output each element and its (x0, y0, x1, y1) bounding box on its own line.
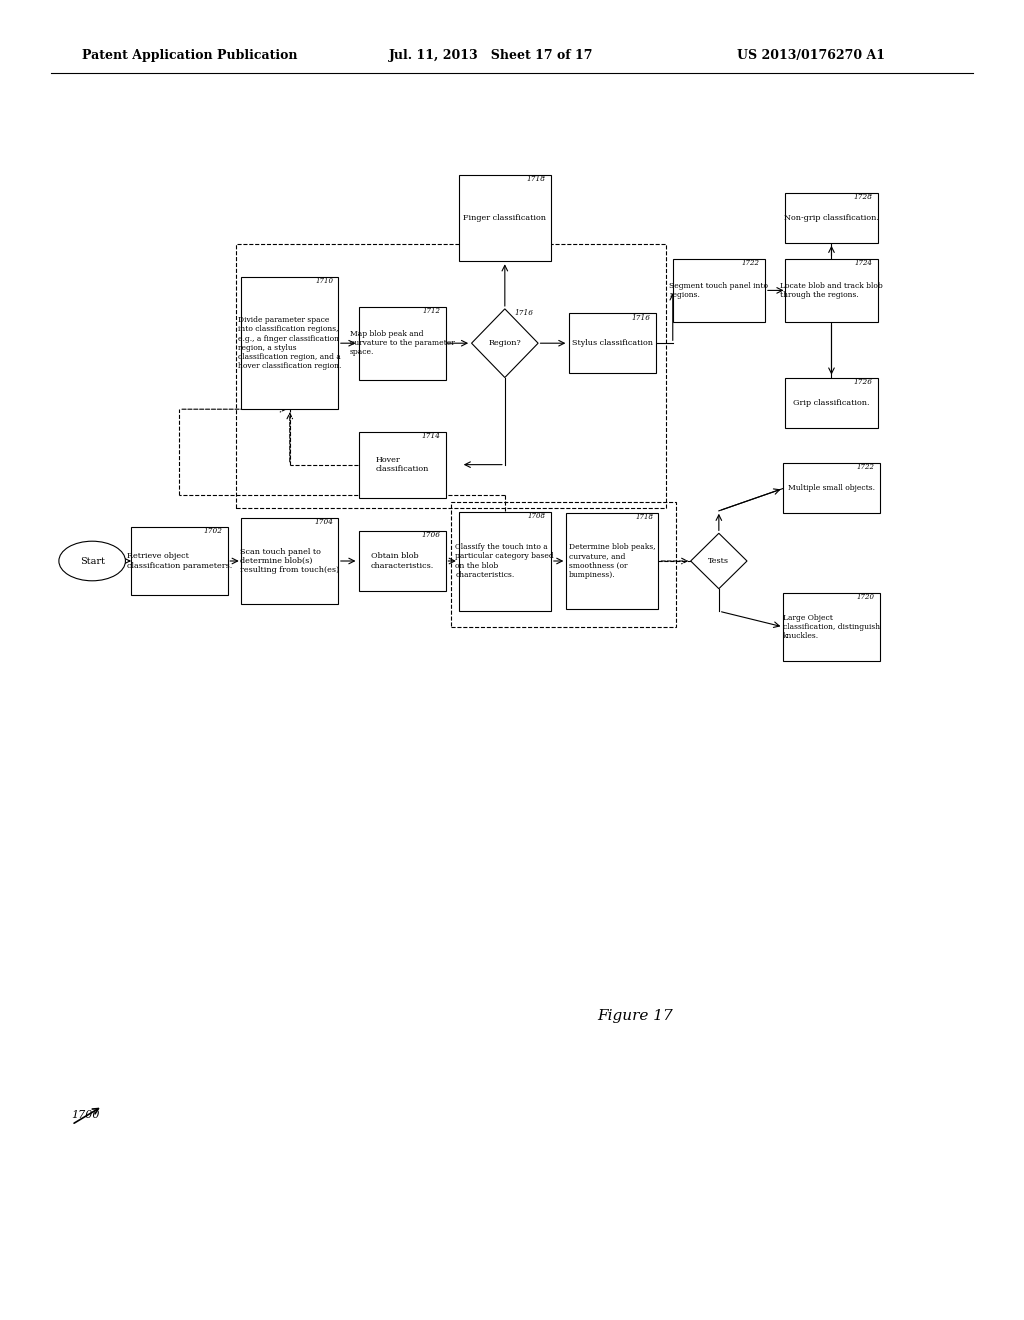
Text: Figure 17: Figure 17 (597, 1010, 673, 1023)
FancyBboxPatch shape (459, 176, 551, 261)
Text: 1706: 1706 (422, 532, 440, 540)
Text: Multiple small objects.: Multiple small objects. (788, 484, 874, 492)
FancyBboxPatch shape (783, 463, 881, 513)
Text: 1714: 1714 (422, 432, 440, 440)
Text: Hover
classification: Hover classification (376, 455, 429, 474)
Text: 1712: 1712 (423, 308, 440, 315)
Text: Determine blob peaks,
curvature, and
smoothness (or
bumpiness).: Determine blob peaks, curvature, and smo… (569, 544, 655, 578)
FancyBboxPatch shape (242, 277, 338, 409)
FancyBboxPatch shape (359, 306, 446, 380)
Text: Segment touch panel into
regions.: Segment touch panel into regions. (670, 281, 768, 300)
Text: 1702: 1702 (204, 527, 222, 535)
Text: Jul. 11, 2013   Sheet 17 of 17: Jul. 11, 2013 Sheet 17 of 17 (389, 49, 594, 62)
FancyBboxPatch shape (459, 512, 551, 610)
Text: Tests: Tests (709, 557, 729, 565)
Text: 1722: 1722 (857, 463, 874, 471)
Text: 1704: 1704 (314, 519, 333, 527)
Text: 1718: 1718 (526, 176, 546, 183)
Polygon shape (690, 533, 746, 589)
Text: 1716: 1716 (514, 309, 532, 317)
Text: Retrieve object
classification parameters.: Retrieve object classification parameter… (127, 552, 231, 570)
Text: Classify the touch into a
particular category based
on the blob
characteristics.: Classify the touch into a particular cat… (456, 544, 554, 578)
Text: Region?: Region? (488, 339, 521, 347)
FancyBboxPatch shape (673, 259, 765, 322)
Text: 1716: 1716 (632, 314, 651, 322)
FancyBboxPatch shape (359, 432, 446, 498)
FancyBboxPatch shape (785, 259, 878, 322)
Ellipse shape (58, 541, 125, 581)
FancyBboxPatch shape (566, 513, 658, 609)
FancyBboxPatch shape (783, 593, 881, 661)
Text: Grip classification.: Grip classification. (794, 399, 869, 407)
Text: Stylus classification: Stylus classification (571, 339, 653, 347)
FancyBboxPatch shape (569, 313, 655, 372)
Text: Scan touch panel to
determine blob(s)
resulting from touch(es): Scan touch panel to determine blob(s) re… (241, 548, 339, 574)
Text: Divide parameter space
into classification regions,
e.g., a finger classificatio: Divide parameter space into classificati… (239, 317, 341, 370)
Text: Patent Application Publication: Patent Application Publication (82, 49, 297, 62)
Polygon shape (471, 309, 539, 378)
FancyBboxPatch shape (131, 527, 227, 595)
Text: Non-grip classification.: Non-grip classification. (784, 214, 879, 222)
Text: US 2013/0176270 A1: US 2013/0176270 A1 (737, 49, 886, 62)
Text: Large Object
classification, distinguish
knuckles.: Large Object classification, distinguish… (783, 614, 880, 640)
Text: 1724: 1724 (854, 259, 872, 267)
Text: Start: Start (80, 557, 104, 565)
Text: 1722: 1722 (741, 259, 760, 267)
Text: Locate blob and track blob
through the regions.: Locate blob and track blob through the r… (780, 281, 883, 300)
Text: Finger classification: Finger classification (463, 214, 547, 222)
Text: 1708: 1708 (527, 512, 546, 520)
Text: Obtain blob
characteristics.: Obtain blob characteristics. (371, 552, 434, 570)
Text: 1726: 1726 (853, 378, 872, 385)
FancyBboxPatch shape (242, 519, 338, 605)
Text: 1700: 1700 (72, 1110, 100, 1121)
Text: 1720: 1720 (857, 593, 874, 601)
Text: 1728: 1728 (853, 193, 872, 201)
FancyBboxPatch shape (785, 193, 878, 243)
FancyBboxPatch shape (359, 531, 446, 591)
FancyBboxPatch shape (785, 378, 878, 428)
Text: Map blob peak and
curvature to the parameter
space.: Map blob peak and curvature to the param… (350, 330, 455, 356)
Text: 1710: 1710 (315, 277, 333, 285)
Text: 1718: 1718 (635, 513, 653, 521)
